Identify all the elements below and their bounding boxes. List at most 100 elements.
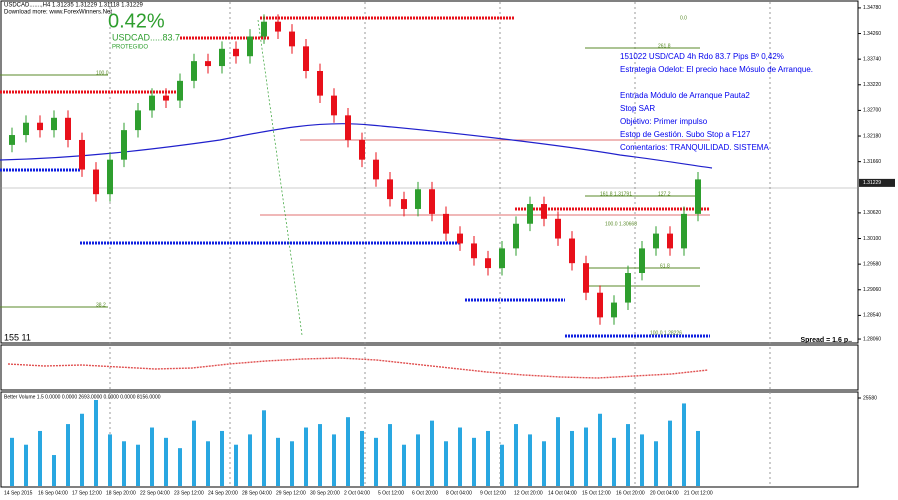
candle-body <box>457 233 463 244</box>
fib-label: 161.8 1.31791 <box>600 191 632 197</box>
x-tick-label: 22 Sep 04:00 <box>140 490 170 496</box>
volume-bar <box>654 441 658 486</box>
fib-label: 100.0 <box>96 70 109 76</box>
y-tick-label: 1.34260 <box>863 31 881 37</box>
candle-body <box>415 189 421 209</box>
annotation: Estop de Gestión. Subo Stop a F127 <box>620 130 751 139</box>
candle-body <box>233 48 239 57</box>
candle-body <box>541 204 547 219</box>
volume-bar <box>500 444 504 486</box>
candle-body <box>625 273 631 303</box>
candle-body <box>387 179 393 200</box>
y-tick-label: 1.29060 <box>863 287 881 293</box>
candle-body <box>681 213 687 249</box>
candle-body <box>401 199 407 209</box>
volume-bar <box>360 430 364 486</box>
candle-body <box>65 117 71 140</box>
volume-bar <box>528 434 532 486</box>
y-tick-label: 1.29580 <box>863 261 881 267</box>
x-tick-label: 16 Sep 04:00 <box>38 490 68 496</box>
moving-average <box>0 123 713 169</box>
annotation: Objetivo: Primer impulso <box>620 117 708 126</box>
x-tick-label: 6 Oct 20:00 <box>412 490 438 496</box>
volume-bar <box>24 444 28 486</box>
volume-bar <box>640 434 644 486</box>
fib-label: 261.8 <box>658 43 671 49</box>
volume-tick-label: 25580 <box>863 395 877 401</box>
candle-body <box>499 248 505 269</box>
volume-bar <box>668 420 672 486</box>
day-separators <box>109 2 771 486</box>
candle-body <box>513 223 519 249</box>
candle-body <box>79 139 85 170</box>
volume-bar <box>220 430 224 486</box>
header: USDCAD.......,H4 1.31235 1.31229 1.31118… <box>4 3 144 9</box>
volume-bar <box>612 437 616 486</box>
volume-bar <box>178 448 182 486</box>
volume-bar <box>332 434 336 486</box>
fib-label: 127.2 <box>658 191 671 197</box>
volume-bar <box>122 441 126 486</box>
result-status: PROTEGIDO <box>112 45 148 51</box>
y-tick-label: 1.31660 <box>863 159 881 165</box>
x-tick-label: 21 Oct 12:00 <box>684 490 713 496</box>
volume-bar <box>290 441 294 486</box>
min-max: 155 11 <box>4 332 31 342</box>
candle-body <box>135 110 141 131</box>
annotation: Stop SAR <box>620 104 655 113</box>
candle-body <box>653 233 659 249</box>
candle-body <box>429 189 435 214</box>
x-tick-label: 23 Sep 12:00 <box>174 490 204 496</box>
annotation: 151022 USD/CAD 4h Rdo 83.7 Pips Bº 0,42% <box>620 52 784 61</box>
subheader: Download more: www.ForexWinners.Net <box>4 10 112 16</box>
candle-body <box>275 21 281 32</box>
volume-bar <box>556 417 560 486</box>
x-tick-label: 14 Sep 2015 <box>4 490 33 496</box>
x-tick-label: 28 Sep 04:00 <box>242 490 272 496</box>
y-tick-label: 1.30620 <box>863 210 881 216</box>
volume-bar <box>10 437 14 486</box>
candle-body <box>191 61 197 81</box>
volume-bar <box>66 424 70 486</box>
candle-body <box>373 159 379 180</box>
volume-bar <box>94 399 98 486</box>
candle-body <box>93 169 99 195</box>
levels <box>0 16 858 338</box>
candle-body <box>359 139 365 160</box>
candle-body <box>121 130 127 160</box>
candle-body <box>261 21 267 37</box>
y-tick-label: 1.33220 <box>863 82 881 88</box>
volume-bar <box>598 413 602 486</box>
candle-body <box>219 48 225 67</box>
x-tick-label: 9 Oct 12:00 <box>480 490 506 496</box>
result-percent: 0.42% <box>108 10 165 32</box>
candle-body <box>51 117 57 131</box>
candle-body <box>527 204 533 224</box>
candle-body <box>639 248 645 274</box>
annotation: Entrada Módulo de Arranque Pauta2 <box>620 91 750 100</box>
candle-body <box>9 135 15 145</box>
volume-bar <box>416 434 420 486</box>
volume-bar <box>374 437 378 486</box>
volume-bar <box>248 434 252 486</box>
volume-bar <box>38 430 42 486</box>
candle-body <box>443 213 449 234</box>
volume-bar <box>542 441 546 486</box>
candle-body <box>289 31 295 47</box>
volume-bar <box>192 420 196 486</box>
last-price-label: 1.31229 <box>863 180 881 186</box>
volume-bar <box>150 427 154 486</box>
x-tick-label: 30 Sep 20:00 <box>310 490 340 496</box>
volume-bar <box>444 441 448 486</box>
y-tick-label: 1.28060 <box>863 336 881 342</box>
y-tick-label: 1.34780 <box>863 5 881 11</box>
y-tick-label: 1.30100 <box>863 236 881 242</box>
volume-bar <box>472 437 476 486</box>
x-tick-label: 14 Oct 04:00 <box>548 490 577 496</box>
candle-body <box>485 258 491 269</box>
fib-label: 0.0 <box>680 15 687 21</box>
candle-body <box>583 263 589 293</box>
volume-bar <box>388 424 392 486</box>
volume-bar <box>164 437 168 486</box>
candle-body <box>247 36 253 57</box>
